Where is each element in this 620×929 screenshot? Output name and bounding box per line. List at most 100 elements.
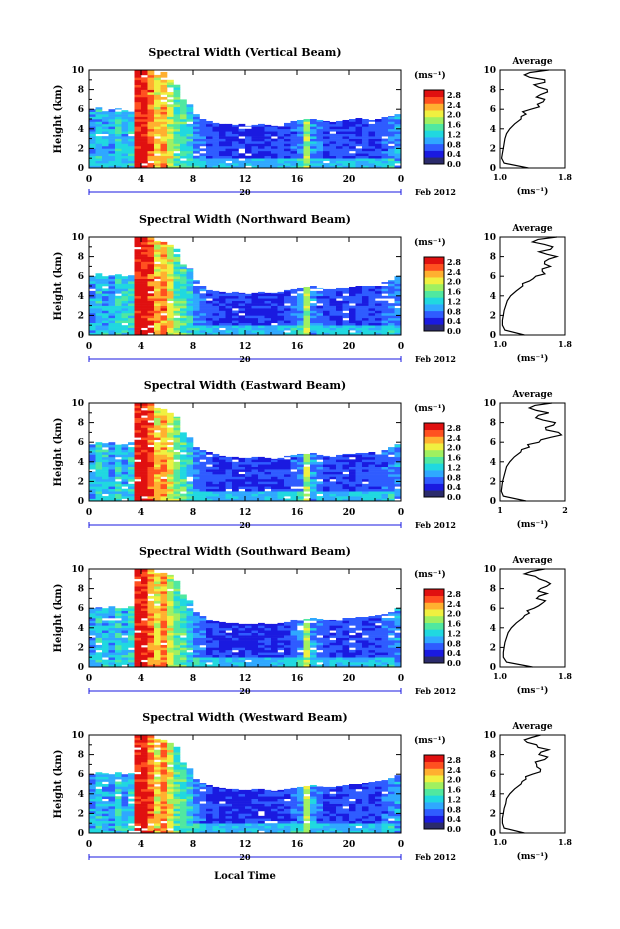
heatmap-cell	[394, 613, 402, 616]
heatmap-cell	[141, 288, 148, 292]
heatmap-cell	[271, 483, 278, 487]
heatmap-cell	[394, 464, 402, 467]
heatmap-cell	[375, 496, 382, 499]
heatmap-cell	[271, 466, 278, 470]
heatmap-cell	[141, 325, 148, 328]
heatmap-cell	[264, 158, 272, 161]
heatmap-cell	[128, 452, 135, 455]
heatmap-cell	[290, 332, 298, 336]
heatmap-cell	[219, 148, 226, 152]
heatmap-cell	[375, 662, 382, 665]
heatmap-cell	[388, 310, 395, 314]
heatmap-cell	[186, 498, 194, 502]
heatmap-cell	[375, 138, 382, 142]
heatmap-cell	[316, 293, 324, 297]
heatmap-cell	[121, 830, 129, 834]
heatmap-cell	[336, 133, 343, 137]
heatmap-cell	[316, 287, 324, 289]
heatmap-cell	[251, 478, 259, 482]
heatmap-cell	[271, 478, 278, 482]
heatmap-cell	[128, 491, 135, 494]
heatmap-cell	[258, 136, 265, 139]
heatmap-cell	[128, 662, 135, 665]
average-y-tick-label: 0	[490, 663, 496, 673]
heatmap-cell	[160, 432, 168, 436]
heatmap-cell	[316, 138, 324, 142]
heatmap-cell	[271, 327, 278, 331]
heatmap-cell	[375, 160, 382, 164]
heatmap-cell	[186, 461, 194, 465]
heatmap-cell	[264, 143, 272, 147]
heatmap-cell	[160, 625, 168, 629]
heatmap-cell	[329, 652, 337, 656]
heatmap-cell	[342, 659, 350, 663]
heatmap-cell	[336, 620, 343, 624]
heatmap-cell	[368, 293, 376, 297]
heatmap-cell	[310, 640, 317, 643]
heatmap-cell	[362, 498, 369, 502]
heatmap-cell	[95, 644, 103, 648]
heatmap-cell	[186, 632, 194, 636]
heatmap-cell	[199, 153, 207, 157]
heatmap-cell	[134, 101, 142, 105]
heatmap-cell	[160, 123, 168, 127]
heatmap-cell	[89, 813, 96, 817]
heatmap-cell	[258, 325, 265, 328]
heatmap-cell	[108, 133, 116, 137]
heatmap-cell	[102, 317, 109, 321]
heatmap-cell	[355, 452, 363, 455]
heatmap-cell	[212, 138, 220, 142]
heatmap-cell	[115, 447, 122, 450]
heatmap-cell	[102, 652, 109, 656]
heatmap-cell	[173, 298, 181, 301]
heatmap-cell	[89, 791, 96, 795]
heatmap-cell	[180, 143, 187, 147]
heatmap-cell	[141, 246, 148, 250]
heatmap-cell	[310, 145, 317, 149]
heatmap-cell	[258, 291, 265, 294]
heatmap-cell	[186, 106, 194, 110]
heatmap-cell	[316, 644, 324, 648]
heatmap-cell	[108, 295, 116, 299]
heatmap-cell	[95, 165, 103, 169]
heatmap-cell	[141, 136, 148, 139]
heatmap-cell	[271, 300, 278, 304]
heatmap-cell	[108, 290, 116, 294]
heatmap-cell	[251, 474, 259, 477]
heatmap-cell	[108, 305, 116, 309]
heatmap-cell	[232, 622, 239, 626]
heatmap-cell	[134, 466, 142, 470]
heatmap-cell	[232, 637, 239, 641]
heatmap-cell	[199, 632, 207, 636]
heatmap-cell	[297, 635, 304, 638]
heatmap-cell	[121, 627, 129, 631]
heatmap-cell	[355, 471, 363, 475]
heatmap-cell	[264, 305, 272, 309]
heatmap-cell	[381, 165, 389, 169]
heatmap-cell	[115, 781, 122, 785]
heatmap-cell	[381, 637, 389, 641]
heatmap-cell	[115, 288, 122, 292]
heatmap-cell	[147, 106, 155, 110]
heatmap-cell	[271, 332, 278, 336]
heatmap-cell	[115, 290, 122, 294]
heatmap-cell	[147, 405, 155, 409]
heatmap-cell	[89, 308, 96, 311]
heatmap-cell	[102, 478, 109, 482]
heatmap-cell	[212, 644, 220, 648]
heatmap-cell	[141, 251, 148, 255]
heatmap-cell	[121, 153, 129, 157]
heatmap-cell	[342, 136, 350, 139]
heatmap-cell	[121, 632, 129, 636]
heatmap-cell	[173, 273, 181, 277]
heatmap-cell	[336, 498, 343, 502]
heatmap-cell	[206, 635, 213, 638]
heatmap-cell	[141, 754, 148, 758]
heatmap-cell	[303, 474, 311, 477]
heatmap-cell	[336, 136, 343, 139]
heatmap-cell	[225, 325, 233, 328]
heatmap-cell	[297, 456, 304, 460]
heatmap-cell	[303, 486, 311, 490]
heatmap-cell	[141, 138, 148, 142]
heatmap-cell	[134, 823, 142, 826]
